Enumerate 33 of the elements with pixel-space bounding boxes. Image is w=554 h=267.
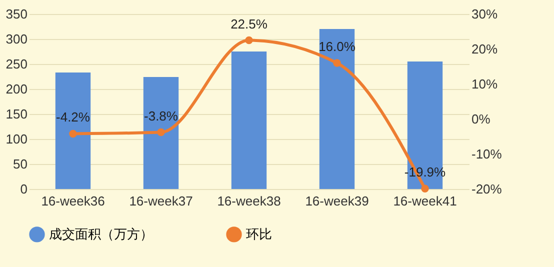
point xyxy=(245,36,253,44)
y-tick-label: 300 xyxy=(6,32,28,46)
data-label: -3.8% xyxy=(144,108,178,124)
y2-tick-label: 30% xyxy=(472,6,498,22)
y2-tick-label: 0% xyxy=(472,112,491,126)
y-tick-label: 350 xyxy=(6,6,28,22)
y-tick-label: 100 xyxy=(6,132,28,146)
bar xyxy=(319,29,355,189)
legend-label: 环比 xyxy=(246,226,272,242)
x-tick-label: 16-week36 xyxy=(41,194,105,208)
y-tick-label: 200 xyxy=(6,82,28,96)
y2-tick-label: -10% xyxy=(472,146,502,162)
bar xyxy=(55,72,91,189)
y-tick-label: 50 xyxy=(13,156,28,172)
bar xyxy=(231,52,267,189)
point xyxy=(333,59,341,67)
point xyxy=(157,128,165,136)
x-tick-label: 16-week38 xyxy=(217,194,281,208)
y-tick-label: 250 xyxy=(6,56,28,72)
y2-tick-label: 20% xyxy=(472,42,498,56)
bar xyxy=(143,77,179,189)
point xyxy=(421,184,429,193)
y2-tick-label: -20% xyxy=(472,182,502,196)
point xyxy=(69,130,77,138)
y-tick-label: 0 xyxy=(20,182,28,196)
x-tick-label: 16-week39 xyxy=(305,194,369,208)
y2-tick-label: 10% xyxy=(472,76,498,92)
y-tick-label: 150 xyxy=(6,106,28,122)
legend-label: 成交面积（万方） xyxy=(49,226,153,242)
x-tick-label: 16-week37 xyxy=(129,194,193,208)
x-tick-label: 16-week41 xyxy=(393,194,457,208)
data-label: -4.2% xyxy=(56,110,90,125)
data-label: 22.5% xyxy=(230,16,268,32)
